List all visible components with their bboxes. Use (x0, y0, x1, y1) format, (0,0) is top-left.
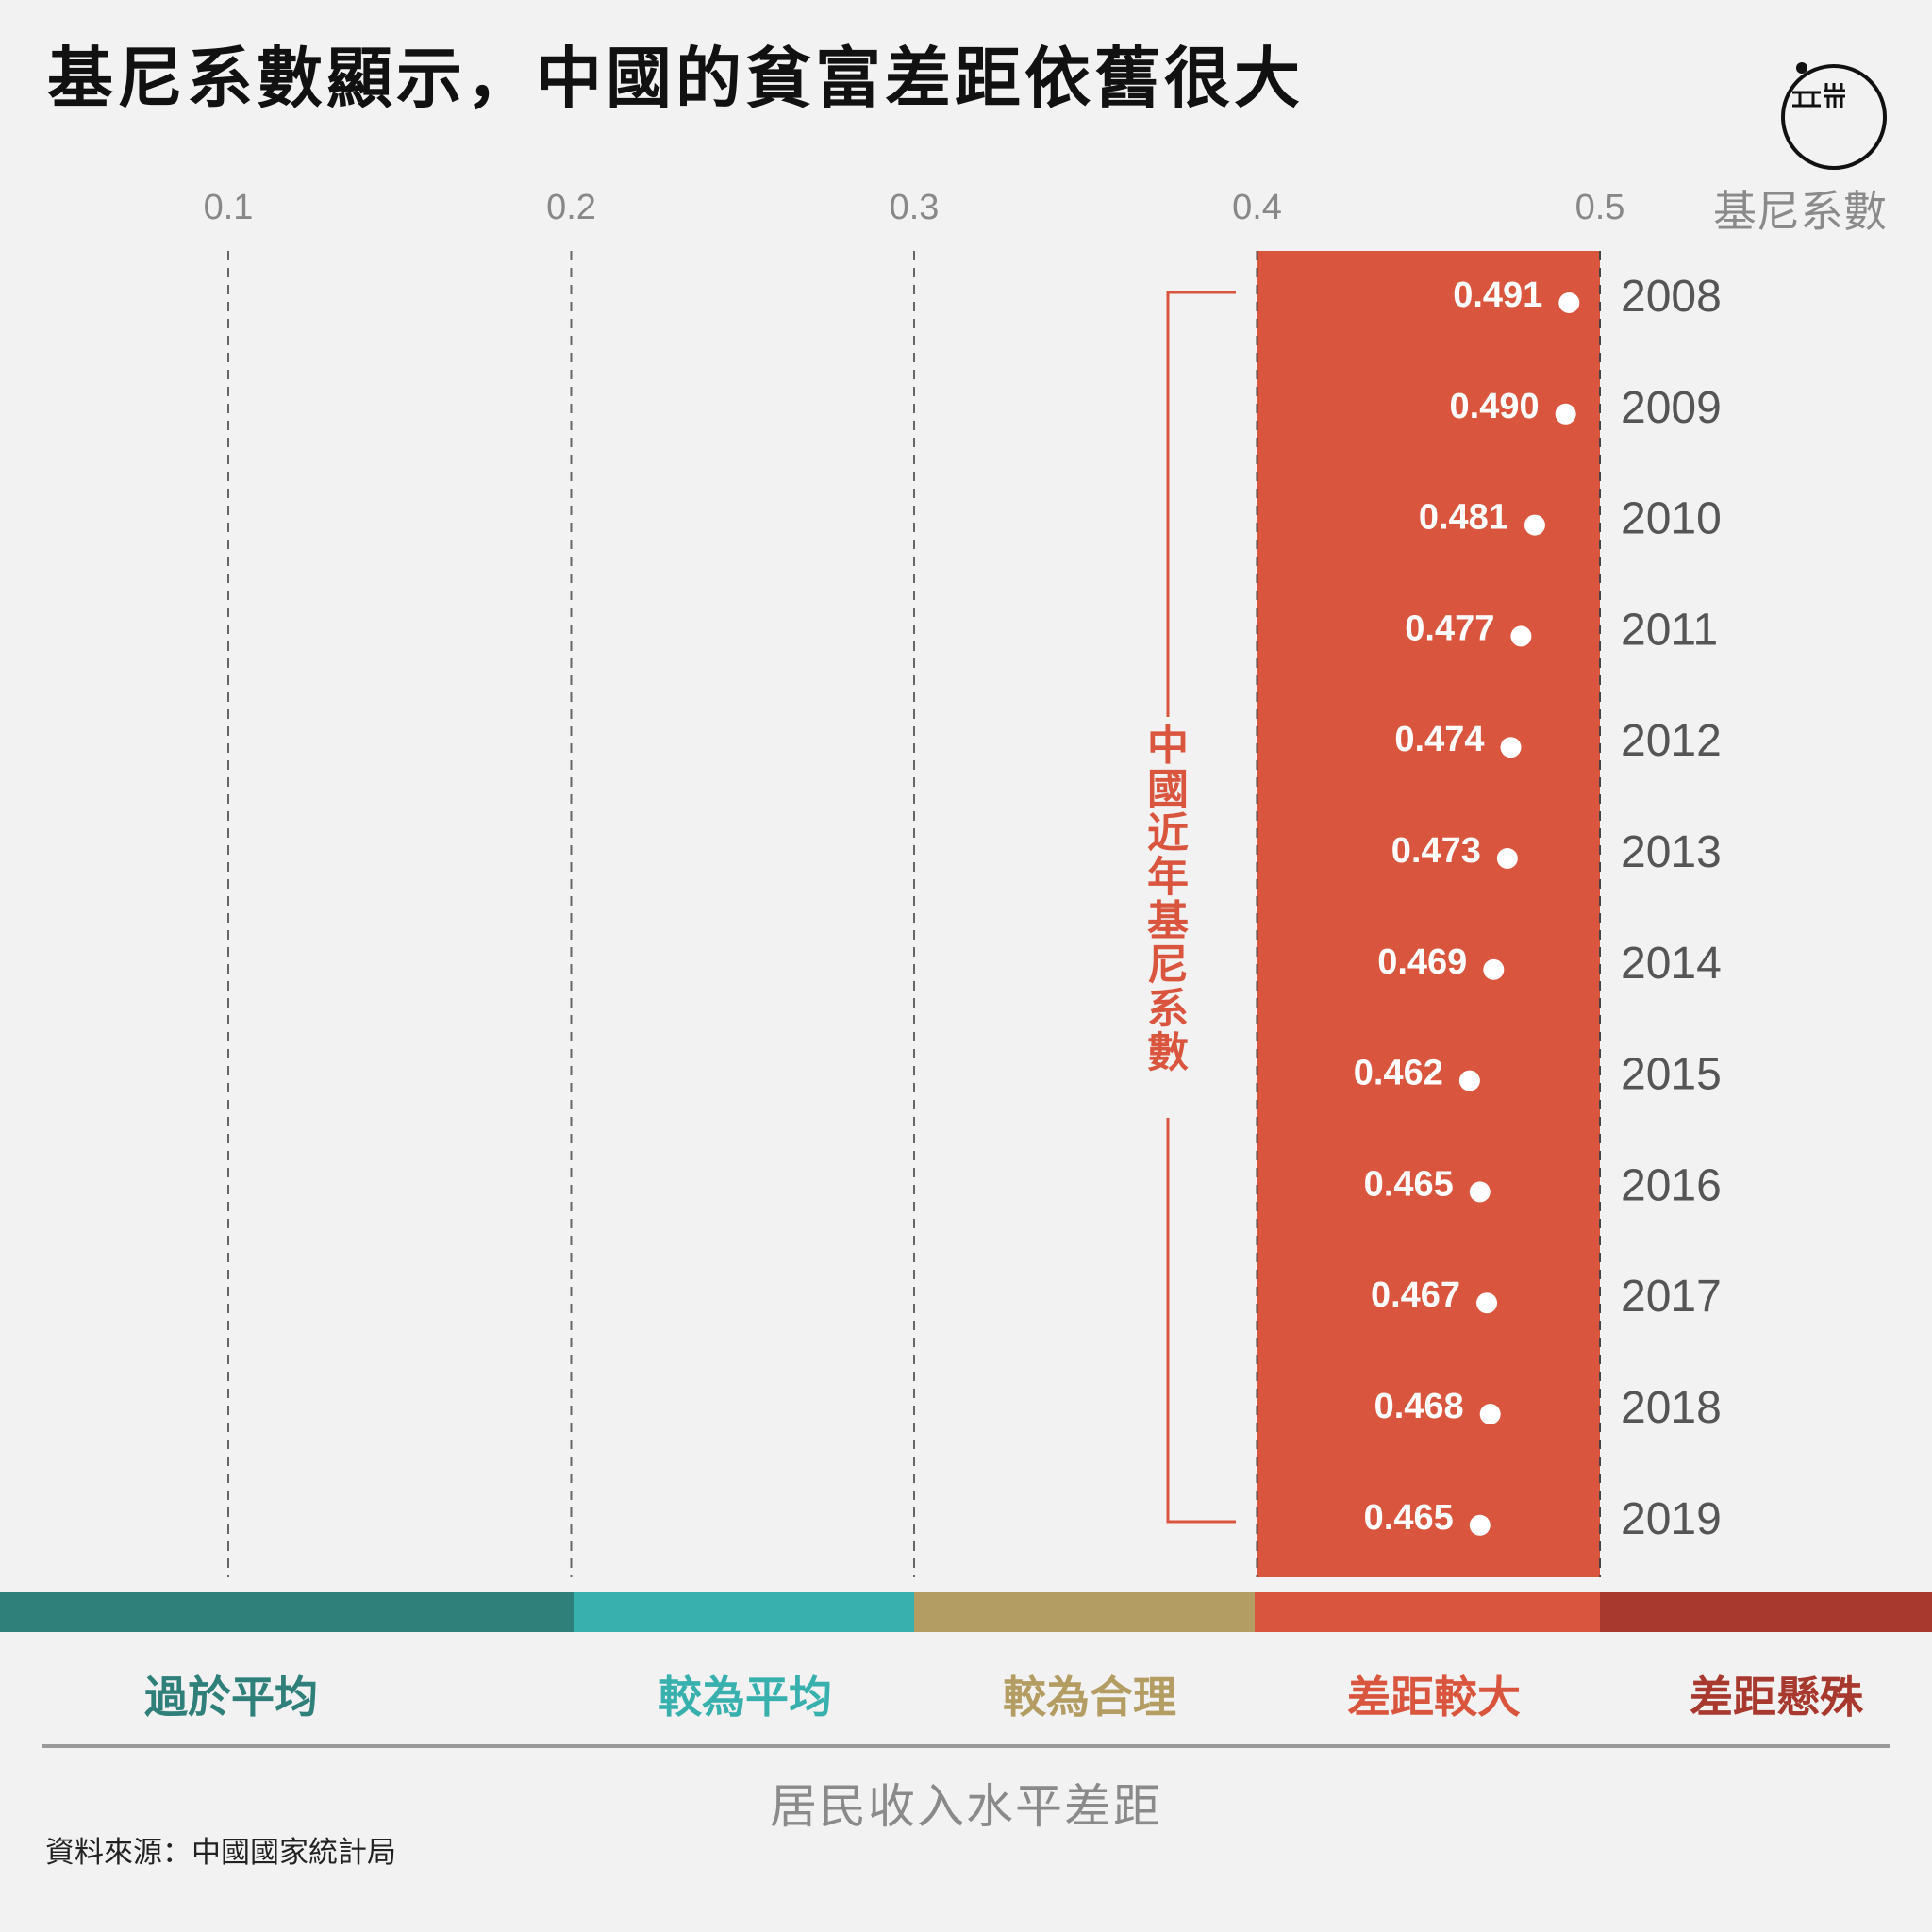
data-label: 0.473 (1391, 831, 1481, 871)
data-point (1496, 848, 1518, 869)
x-title: 居民收入水平差距 (770, 1779, 1162, 1834)
category-band (0, 1592, 574, 1632)
category-band (1255, 1592, 1600, 1632)
category-label: 差距較大 (1347, 1672, 1521, 1723)
data-label: 0.477 (1405, 608, 1494, 648)
data-point (1500, 737, 1522, 758)
data-label: 0.465 (1364, 1164, 1454, 1204)
year-label: 2012 (1621, 716, 1722, 766)
brand-logo (1781, 62, 1887, 170)
year-label: 2010 (1621, 494, 1722, 544)
year-label: 2011 (1621, 605, 1718, 655)
bracket-label-char: 國 (1147, 766, 1189, 814)
x-tick-label: 0.2 (546, 188, 596, 227)
bracket-label-char: 近 (1147, 809, 1189, 858)
x-tick-label: 0.1 (204, 188, 254, 227)
x-tick-label: 0.3 (890, 188, 940, 227)
highlight-band (1257, 251, 1600, 1577)
data-label: 0.491 (1453, 275, 1542, 315)
data-point (1469, 1514, 1491, 1536)
year-label: 2013 (1621, 827, 1722, 877)
year-label: 2017 (1621, 1272, 1722, 1322)
data-point (1469, 1181, 1491, 1203)
x-tick-label: 0.4 (1232, 188, 1282, 227)
data-point (1510, 625, 1532, 647)
year-label: 2018 (1621, 1383, 1722, 1433)
bracket-line (1166, 291, 1236, 1524)
source-note: 資料來源：中國國家統計局 (45, 1836, 396, 1870)
category-label: 差距懸殊 (1690, 1672, 1864, 1723)
data-point (1558, 292, 1580, 313)
data-label: 0.474 (1394, 720, 1484, 759)
data-point (1458, 1070, 1480, 1091)
x-tick-label: 0.5 (1575, 188, 1625, 227)
category-band (574, 1592, 914, 1632)
year-label: 2009 (1621, 383, 1722, 433)
bracket-label-char: 年 (1147, 854, 1189, 902)
year-label: 2019 (1621, 1494, 1722, 1544)
category-band (914, 1592, 1255, 1632)
year-label: 2014 (1621, 939, 1722, 989)
data-point (1555, 403, 1576, 425)
bracket-label-char: 數 (1147, 1029, 1189, 1077)
data-point (1483, 958, 1505, 980)
bracket-label-char: 基 (1147, 897, 1189, 945)
data-label: 0.467 (1371, 1275, 1460, 1315)
category-band (1600, 1592, 1932, 1632)
bracket-label-char: 系 (1147, 985, 1189, 1033)
chart-title: 基尼系數顯示，中國的貧富差距依舊很大 (47, 40, 1304, 117)
data-label: 0.462 (1354, 1054, 1443, 1093)
data-label: 0.481 (1419, 498, 1508, 538)
data-point (1479, 1404, 1501, 1424)
data-point (1524, 514, 1545, 536)
year-label: 2015 (1621, 1050, 1722, 1100)
data-label: 0.490 (1450, 387, 1540, 426)
data-label: 0.468 (1374, 1387, 1464, 1426)
data-point (1476, 1292, 1498, 1314)
bracket-label-char: 中 (1147, 722, 1189, 770)
data-label: 0.465 (1364, 1498, 1454, 1538)
data-label: 0.469 (1377, 942, 1467, 982)
category-label: 較為平均 (658, 1672, 832, 1723)
category-label: 過於平均 (144, 1672, 318, 1723)
x-axis-label: 基尼系數 (1713, 186, 1887, 237)
year-label: 2008 (1621, 272, 1722, 322)
bracket-label-char: 尼 (1147, 941, 1189, 990)
year-label: 2016 (1621, 1160, 1722, 1210)
category-label: 較為合理 (1003, 1672, 1176, 1723)
